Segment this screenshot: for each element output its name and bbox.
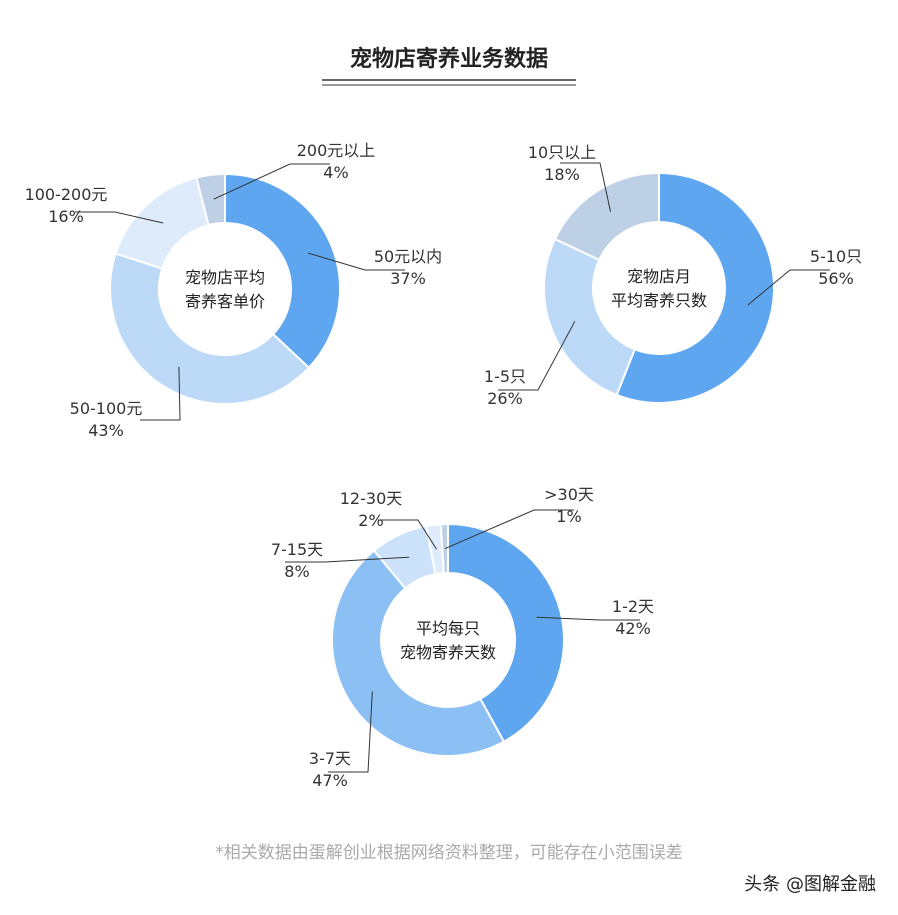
center-label: 宠物店平均 xyxy=(185,268,265,287)
slice-value-label: 47% xyxy=(312,771,348,790)
slice-value-label: 18% xyxy=(544,165,580,184)
leader-line xyxy=(285,556,410,563)
center-label: 寄养客单价 xyxy=(185,292,265,311)
donut-slice xyxy=(615,171,775,404)
footnote: *相关数据由蛋解创业根据网络资料整理，可能存在小范围误差 xyxy=(215,843,683,863)
donut-slice xyxy=(195,172,226,227)
slice-value-label: 56% xyxy=(818,269,854,288)
donut-slice xyxy=(543,237,637,397)
slice-category-label: >30天 xyxy=(544,485,594,504)
page-title: 宠物店寄养业务数据 xyxy=(350,46,548,72)
slice-value-label: 26% xyxy=(487,389,523,408)
slice-value-label: 16% xyxy=(48,207,84,226)
slice-category-label: 10只以上 xyxy=(528,143,596,162)
leader-line xyxy=(444,509,574,550)
slice-category-label: 12-30天 xyxy=(340,489,403,508)
slice-value-label: 43% xyxy=(88,421,124,440)
slice-value-label: 42% xyxy=(615,619,651,638)
slice-category-label: 3-7天 xyxy=(309,749,351,768)
slice-category-label: 1-5只 xyxy=(484,367,526,386)
slice-category-label: 1-2天 xyxy=(612,597,654,616)
donut-chart-price: 50元以内 37% 50-100元 43% 100-200元 16% 200元以上 4% 宠物店… xyxy=(25,141,443,440)
leader-line xyxy=(747,269,830,306)
donut-slice xyxy=(331,549,506,757)
slice-value-label: 1% xyxy=(556,507,581,526)
leader-line xyxy=(307,252,405,271)
center-label: 平均寄养只数 xyxy=(611,291,707,310)
leader-line xyxy=(213,163,330,200)
center-label: 宠物店月 xyxy=(627,267,691,286)
leader-line xyxy=(328,691,373,773)
slice-value-label: 2% xyxy=(358,511,383,530)
donut-slice xyxy=(553,171,660,262)
leader-line xyxy=(498,321,576,391)
slice-value-label: 8% xyxy=(284,562,309,581)
center-label: 宠物寄养天数 xyxy=(400,643,496,662)
donut-slice xyxy=(439,522,449,575)
leader-line xyxy=(75,211,164,224)
slice-category-label: 5-10只 xyxy=(810,247,862,266)
watermark: 头条 @图解金融 xyxy=(744,874,876,895)
donut-slice xyxy=(109,252,311,405)
donut-slice xyxy=(447,522,565,744)
slice-value-label: 37% xyxy=(390,269,426,288)
slice-category-label: 7-15天 xyxy=(271,540,323,559)
slice-category-label: 50-100元 xyxy=(70,399,143,418)
slice-value-label: 4% xyxy=(323,163,348,182)
leader-line xyxy=(536,616,640,621)
leader-line xyxy=(560,162,611,212)
donut-chart-days: 1-2天 42% 3-7天 47% 7-15天 8% 12-30天 2% >30天 1% 平均每只宠… xyxy=(271,485,654,790)
leader-line xyxy=(140,366,181,421)
center-label: 平均每只 xyxy=(416,619,480,638)
leader-line xyxy=(378,519,437,550)
slice-category-label: 50元以内 xyxy=(374,247,442,266)
slice-category-label: 200元以上 xyxy=(297,141,376,160)
donut-slice xyxy=(224,172,341,370)
slice-category-label: 100-200元 xyxy=(25,185,108,204)
